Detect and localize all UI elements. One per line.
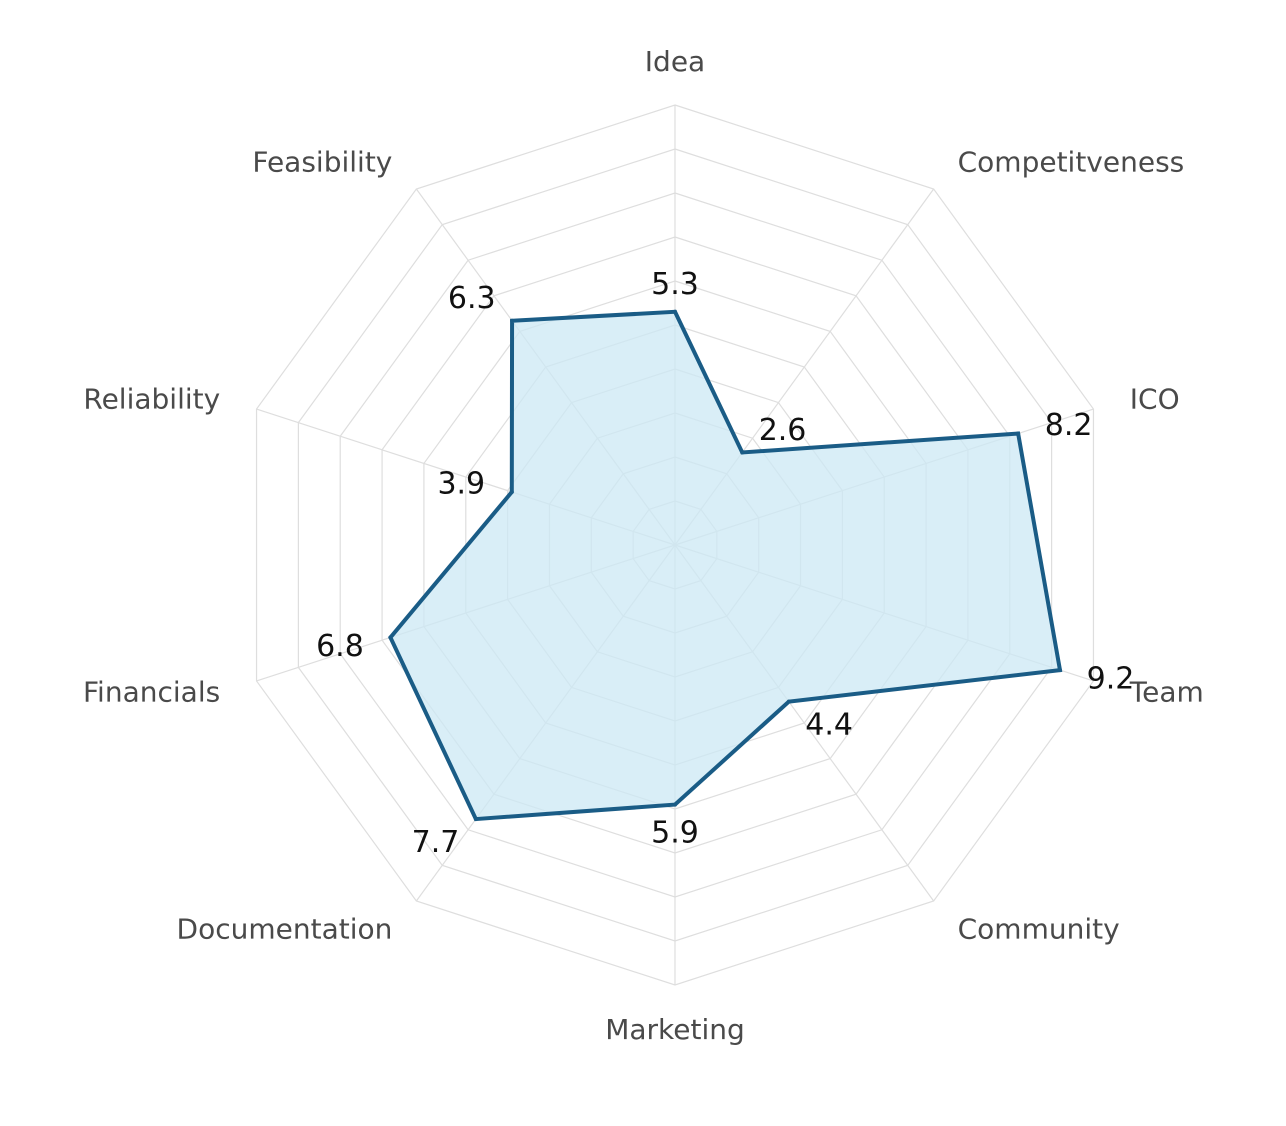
- value-label-reliability: 3.9: [437, 466, 485, 501]
- value-label-community: 4.4: [805, 707, 853, 742]
- data-point-ico: [1016, 431, 1021, 436]
- data-point-idea: [673, 309, 677, 314]
- data-layer: [388, 309, 1063, 822]
- axis-label-idea: Idea: [645, 45, 705, 78]
- axis-label-financials: Financials: [83, 675, 220, 708]
- data-point-competitveness: [740, 450, 745, 455]
- data-point-community: [786, 699, 791, 704]
- axis-label-documentation: Documentation: [177, 912, 393, 945]
- data-point-marketing: [673, 802, 677, 807]
- axis-label-layer: Idea Competitveness ICO Team Community Market…: [83, 45, 1204, 1046]
- axis-label-community: Community: [958, 912, 1120, 945]
- axis-label-marketing: Marketing: [605, 1013, 745, 1046]
- value-label-marketing: 5.9: [651, 816, 699, 851]
- axis-label-feasibility: Feasibility: [252, 146, 392, 179]
- data-point-feasibility: [510, 318, 515, 323]
- axis-label-ico: ICO: [1130, 383, 1180, 416]
- axis-label-reliability: Reliability: [83, 383, 220, 416]
- value-label-financials: 6.8: [316, 629, 364, 664]
- value-label-competitveness: 2.6: [759, 413, 807, 448]
- data-point-reliability: [509, 489, 514, 494]
- value-label-ico: 8.2: [1045, 408, 1093, 443]
- data-point-documentation: [473, 817, 478, 822]
- axis-label-team: Team: [1129, 675, 1204, 708]
- value-label-documentation: 7.7: [412, 825, 460, 860]
- axis-label-competitveness: Competitveness: [958, 146, 1185, 179]
- value-label-team: 9.2: [1087, 662, 1135, 697]
- value-label-feasibility: 6.3: [448, 281, 496, 316]
- data-point-team: [1057, 668, 1062, 673]
- value-label-idea: 5.3: [651, 267, 699, 302]
- data-point-financials: [388, 635, 393, 640]
- data-series-area: [388, 309, 1063, 822]
- value-label-layer: 5.3 2.6 8.2 9.2 4.4 5.9 7.7 6.8 3.9 6.3: [316, 267, 1134, 860]
